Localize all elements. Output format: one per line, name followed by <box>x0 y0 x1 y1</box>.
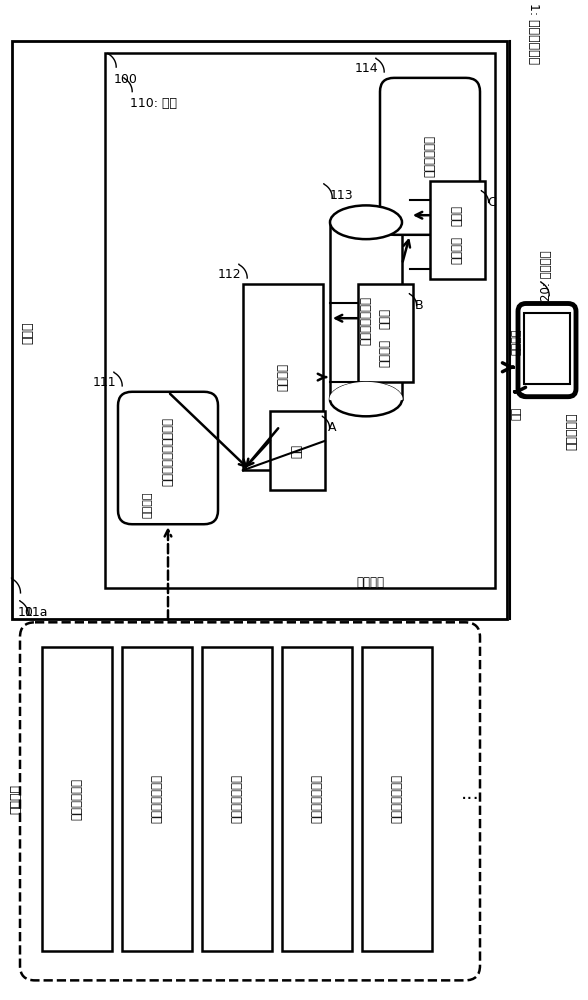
Text: 100: 100 <box>114 73 138 86</box>
Bar <box>430 181 485 279</box>
Text: 性别检测过滤器: 性别检测过滤器 <box>151 774 163 823</box>
Text: 应用开发者: 应用开发者 <box>566 412 579 450</box>
Text: 1: 应用开发系统: 1: 应用开发系统 <box>527 3 540 64</box>
Text: 114: 114 <box>355 62 378 75</box>
Polygon shape <box>330 383 402 399</box>
Text: 面部检测过滤器: 面部检测过滤器 <box>230 774 243 823</box>
Text: （摄像装置）: （摄像装置） <box>162 444 175 486</box>
Text: 面部模糊过滤器: 面部模糊过滤器 <box>310 774 323 823</box>
Bar <box>358 284 413 382</box>
Text: 图像中: 图像中 <box>379 308 392 329</box>
Ellipse shape <box>330 383 402 416</box>
Text: 服务器: 服务器 <box>22 322 35 344</box>
Text: 识别结果数据库: 识别结果数据库 <box>359 296 373 345</box>
FancyBboxPatch shape <box>118 392 218 524</box>
Ellipse shape <box>330 205 402 239</box>
Text: 输入装置: 输入装置 <box>162 417 175 445</box>
Bar <box>282 647 352 951</box>
Text: 应用开发: 应用开发 <box>143 491 153 518</box>
Text: 开发屏幕: 开发屏幕 <box>356 576 384 589</box>
FancyBboxPatch shape <box>20 622 480 980</box>
Bar <box>202 647 272 951</box>
Text: 输出识别结果: 输出识别结果 <box>423 135 436 177</box>
Bar <box>122 647 192 951</box>
Text: 面部识别: 面部识别 <box>276 363 289 391</box>
Text: 处理部分: 处理部分 <box>9 784 22 814</box>
Bar <box>12 41 507 619</box>
Text: A: A <box>328 421 336 434</box>
Bar <box>270 411 325 490</box>
Bar <box>524 313 570 384</box>
Text: 人检测过滤器: 人检测过滤器 <box>71 778 83 820</box>
Text: 颜色检测过滤器: 颜色检测过滤器 <box>390 774 403 823</box>
Bar <box>42 647 112 951</box>
Text: 图像: 图像 <box>290 444 303 458</box>
Text: 操作: 操作 <box>512 407 522 420</box>
Bar <box>105 53 495 588</box>
Text: 图像中: 图像中 <box>450 205 463 226</box>
Text: 11a: 11a <box>25 606 48 619</box>
Text: 113: 113 <box>330 189 353 202</box>
Text: 20: 终端装置: 20: 终端装置 <box>540 250 553 301</box>
Text: 人的名称: 人的名称 <box>450 236 463 264</box>
Text: 人的名称: 人的名称 <box>379 339 392 367</box>
Text: 10: 10 <box>18 606 34 619</box>
Text: 110: 应用: 110: 应用 <box>130 97 177 110</box>
FancyBboxPatch shape <box>518 303 576 397</box>
Bar <box>330 222 402 399</box>
Bar <box>243 284 323 470</box>
Text: B: B <box>415 299 423 312</box>
Text: C: C <box>487 196 496 209</box>
Text: ...: ... <box>460 784 479 803</box>
Text: 风险警报: 风险警报 <box>512 328 522 355</box>
FancyBboxPatch shape <box>380 78 480 235</box>
Bar <box>362 647 432 951</box>
Text: 112: 112 <box>218 268 241 281</box>
Text: 111: 111 <box>92 376 116 389</box>
